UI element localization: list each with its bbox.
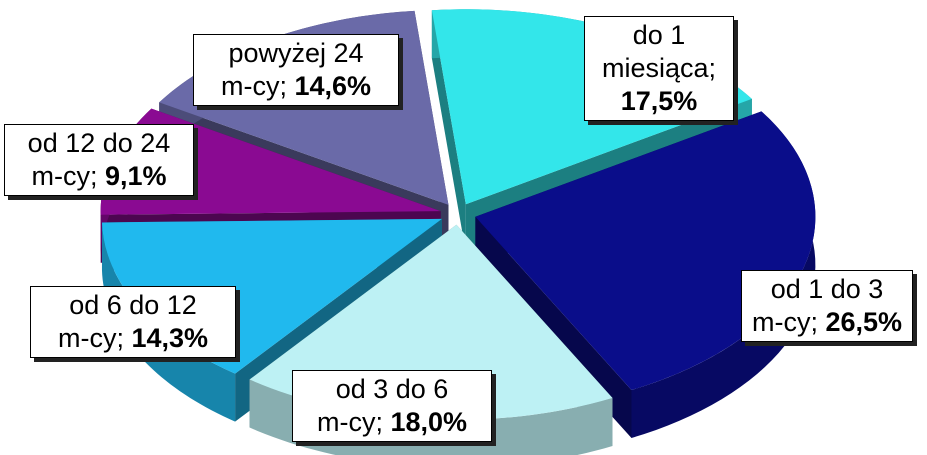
slice-value-label: 14,6% bbox=[294, 70, 372, 101]
slice-label-line: m-cy; bbox=[57, 322, 124, 353]
slice-label-composite: m-cy; 18,0% bbox=[299, 406, 485, 439]
slice-label-line: m-cy; bbox=[751, 306, 818, 337]
pie-slice-top bbox=[475, 111, 816, 391]
slice-label-line: do 1 bbox=[632, 20, 686, 50]
slice-label-line: od 12 do 24 bbox=[27, 128, 171, 158]
slice-value-label: 18,0% bbox=[390, 406, 468, 437]
slice-label-powyzej-24: powyżej 24 m-cy; 14,6% bbox=[193, 34, 399, 106]
slice-label-od-3-do-6: od 3 do 6 m-cy; 18,0% bbox=[292, 370, 492, 442]
slice-label-line: powyżej 24 bbox=[228, 38, 364, 68]
slice-label-composite: m-cy; 26,5% bbox=[748, 306, 906, 339]
slice-label-od-6-do-12: od 6 do 12 m-cy; 14,3% bbox=[30, 286, 236, 358]
slice-label-line: od 6 do 12 bbox=[69, 290, 197, 320]
slice-label-line: miesiąca; bbox=[601, 52, 717, 83]
slice-value-label: 9,1% bbox=[104, 160, 167, 191]
slice-label-line: od 1 do 3 bbox=[770, 274, 884, 304]
slice-label-od-1-do-3: od 1 do 3 m-cy; 26,5% bbox=[741, 270, 913, 342]
slice-label-line: m-cy; bbox=[316, 406, 383, 437]
slice-value-label: 14,3% bbox=[131, 322, 209, 353]
slice-label-composite: m-cy; 9,1% bbox=[11, 160, 187, 193]
pie-slice-outer-wall bbox=[101, 222, 236, 422]
slice-value-label: 26,5% bbox=[825, 306, 903, 337]
slice-label-composite: m-cy; 14,3% bbox=[37, 322, 229, 355]
slice-label-line: m-cy; bbox=[31, 160, 98, 191]
slice-value-label: 17,5% bbox=[620, 85, 698, 116]
pie-slice-outer-wall bbox=[631, 111, 816, 439]
pie-slice-wall bbox=[431, 10, 466, 253]
slice-label-composite: m-cy; 14,6% bbox=[200, 70, 392, 103]
slice-label-do-1-miesiaca: do 1 miesiąca; 17,5% bbox=[584, 16, 734, 121]
slice-label-od-12-do-24: od 12 do 24 m-cy; 9,1% bbox=[4, 124, 194, 196]
slice-label-line: od 3 do 6 bbox=[335, 374, 449, 404]
slice-label-line: m-cy; bbox=[220, 70, 287, 101]
